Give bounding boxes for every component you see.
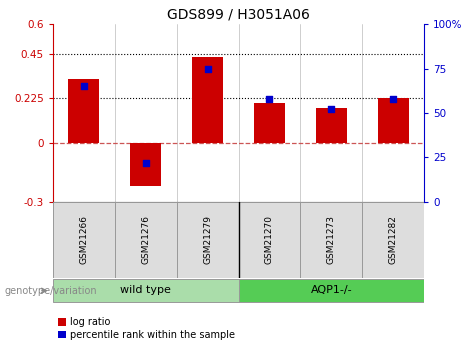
Bar bbox=[239, 202, 301, 278]
Text: AQP1-/-: AQP1-/- bbox=[311, 285, 352, 295]
Point bbox=[266, 96, 273, 101]
Point bbox=[204, 66, 211, 71]
Point bbox=[142, 160, 149, 166]
Text: GSM21270: GSM21270 bbox=[265, 215, 274, 264]
Bar bbox=[53, 202, 115, 278]
Point bbox=[80, 83, 88, 89]
Text: GSM21279: GSM21279 bbox=[203, 215, 212, 264]
Point bbox=[390, 96, 397, 101]
Text: GSM21276: GSM21276 bbox=[141, 215, 150, 264]
Text: GSM21282: GSM21282 bbox=[389, 215, 398, 264]
Text: GSM21273: GSM21273 bbox=[327, 215, 336, 264]
Bar bbox=[115, 202, 177, 278]
Bar bbox=[69, 79, 100, 142]
Title: GDS899 / H3051A06: GDS899 / H3051A06 bbox=[167, 8, 310, 22]
Bar bbox=[378, 98, 408, 142]
Text: GSM21266: GSM21266 bbox=[79, 215, 89, 264]
Legend: log ratio, percentile rank within the sample: log ratio, percentile rank within the sa… bbox=[58, 317, 235, 340]
Bar bbox=[301, 202, 362, 278]
Bar bbox=[177, 202, 239, 278]
Text: genotype/variation: genotype/variation bbox=[5, 286, 97, 296]
Bar bbox=[362, 202, 424, 278]
Point bbox=[328, 107, 335, 112]
Bar bbox=[239, 279, 424, 302]
Text: wild type: wild type bbox=[120, 285, 171, 295]
Bar bbox=[316, 108, 347, 142]
Bar bbox=[130, 142, 161, 186]
Bar bbox=[254, 103, 285, 142]
Bar bbox=[192, 57, 223, 142]
Bar bbox=[53, 279, 239, 302]
